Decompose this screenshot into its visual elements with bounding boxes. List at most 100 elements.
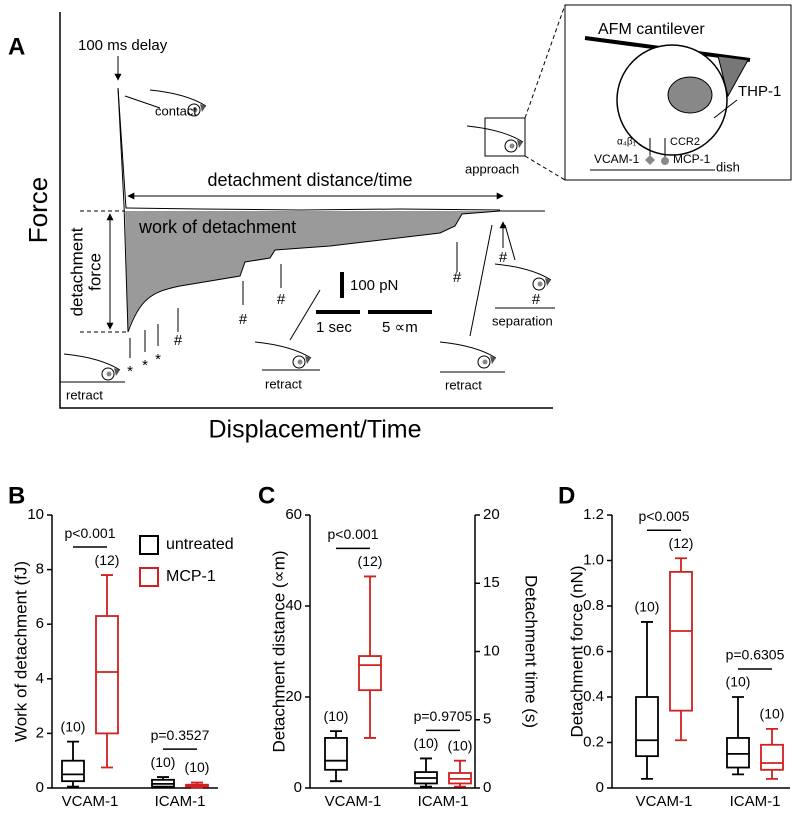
annotation: retract — [265, 376, 302, 391]
y2-tick-label: 5 — [483, 711, 491, 728]
annotation: 100 ms delay — [78, 37, 168, 54]
y-tick-label: 0.6 — [583, 642, 604, 659]
legend-swatch — [139, 535, 159, 555]
y-tick-label: 0 — [36, 779, 44, 796]
annotation: retract — [445, 377, 482, 392]
annotation: contact — [155, 103, 197, 118]
y-axis-label: Force — [23, 177, 53, 243]
annotation: CCR2 — [670, 136, 700, 148]
panel-label: A — [8, 33, 25, 60]
n-label: (10) — [61, 718, 86, 734]
n-label: (12) — [358, 553, 383, 569]
whisker-high — [732, 696, 744, 738]
box — [726, 737, 750, 769]
x-tick-label: VCAM-1 — [325, 793, 382, 810]
y-tick-label: 8 — [36, 561, 44, 578]
y-tick-label: 0 — [294, 779, 302, 796]
y2-tick-label: 15 — [483, 574, 500, 591]
whisker-low — [675, 710, 687, 742]
y-tick-label: 4 — [36, 670, 44, 687]
annotation: separation — [492, 313, 553, 328]
panel-label: C — [258, 482, 275, 509]
icon — [466, 125, 524, 153]
marker: # — [239, 311, 248, 328]
y2-tick-label: 0 — [483, 779, 491, 796]
whisker-low — [67, 781, 79, 788]
annotation: α₄β₁ — [617, 137, 637, 148]
n-label: (10) — [324, 708, 349, 724]
y-tick-label: 0.8 — [583, 597, 604, 614]
ligand — [661, 157, 669, 165]
force-curve — [117, 87, 545, 333]
marker: * — [127, 363, 133, 380]
whisker-high — [101, 574, 113, 617]
whisker-low — [364, 690, 376, 739]
nucleus — [667, 76, 713, 114]
y-tick-label: 2 — [36, 724, 44, 741]
annotation: approach — [465, 161, 519, 176]
zoom-line — [524, 4, 566, 181]
whisker-high — [766, 727, 778, 745]
marker: # — [532, 291, 541, 308]
whisker-low — [766, 769, 778, 780]
leader — [124, 95, 161, 109]
annotation: dish — [716, 159, 740, 174]
event-arrow — [129, 222, 503, 358]
whisker-high — [420, 757, 432, 773]
whisker-high — [364, 575, 376, 657]
p-value: p=0.9705 — [414, 708, 473, 724]
axes — [51, 515, 218, 789]
annotation: 5 ∝m — [382, 319, 418, 336]
n-label: (10) — [726, 674, 751, 690]
inset — [564, 4, 792, 181]
icon — [254, 341, 312, 369]
annotation: detachment distance/time — [207, 170, 412, 190]
p-value: p=0.6305 — [726, 647, 785, 663]
y-tick-label: 0 — [596, 779, 604, 796]
panel-label: B — [8, 482, 25, 509]
x-axis-label: Displacement/Time — [208, 416, 421, 444]
work-area — [125, 211, 500, 330]
legend-label: untreated — [166, 536, 234, 553]
x-tick-label: VCAM-1 — [636, 793, 693, 810]
whisker-low — [330, 769, 342, 783]
y-tick-label: 10 — [27, 506, 44, 523]
y2-axis-label: Detachment time (s) — [522, 575, 541, 728]
axes — [59, 12, 553, 409]
whisker-low — [641, 756, 653, 780]
annotation: detachment — [67, 227, 86, 316]
annotation: THP-1 — [738, 83, 781, 100]
n-label: (10) — [151, 754, 176, 770]
whisker-high — [454, 759, 466, 773]
whisker-high — [641, 621, 653, 697]
legend-label: MCP-1 — [166, 568, 216, 585]
annotation: MCP-1 — [673, 152, 711, 166]
ligand — [645, 155, 655, 165]
box — [324, 737, 348, 771]
icon — [439, 341, 497, 369]
whisker-low — [101, 733, 113, 769]
x-tick-label: ICAM-1 — [155, 793, 206, 810]
guide — [80, 210, 128, 333]
annotation: force — [85, 253, 104, 291]
box — [635, 696, 659, 758]
x-tick-label: VCAM-1 — [62, 793, 119, 810]
n-label: (10) — [448, 737, 473, 753]
p-value: p<0.001 — [328, 526, 379, 542]
annotation: AFM cantilever — [598, 21, 705, 38]
box — [358, 655, 382, 692]
y-tick-label: 40 — [285, 597, 302, 614]
whisker-high — [330, 730, 342, 738]
leader — [504, 224, 516, 261]
marker: # — [277, 291, 286, 308]
marker: # — [499, 249, 508, 266]
box — [61, 759, 85, 783]
icon — [63, 353, 121, 381]
zoom-box — [484, 117, 526, 157]
marker: # — [453, 269, 462, 286]
n-label: (10) — [185, 759, 210, 775]
y-tick-label: 60 — [285, 506, 302, 523]
marker: * — [142, 357, 148, 374]
y-tick-label: 1.0 — [583, 551, 604, 568]
